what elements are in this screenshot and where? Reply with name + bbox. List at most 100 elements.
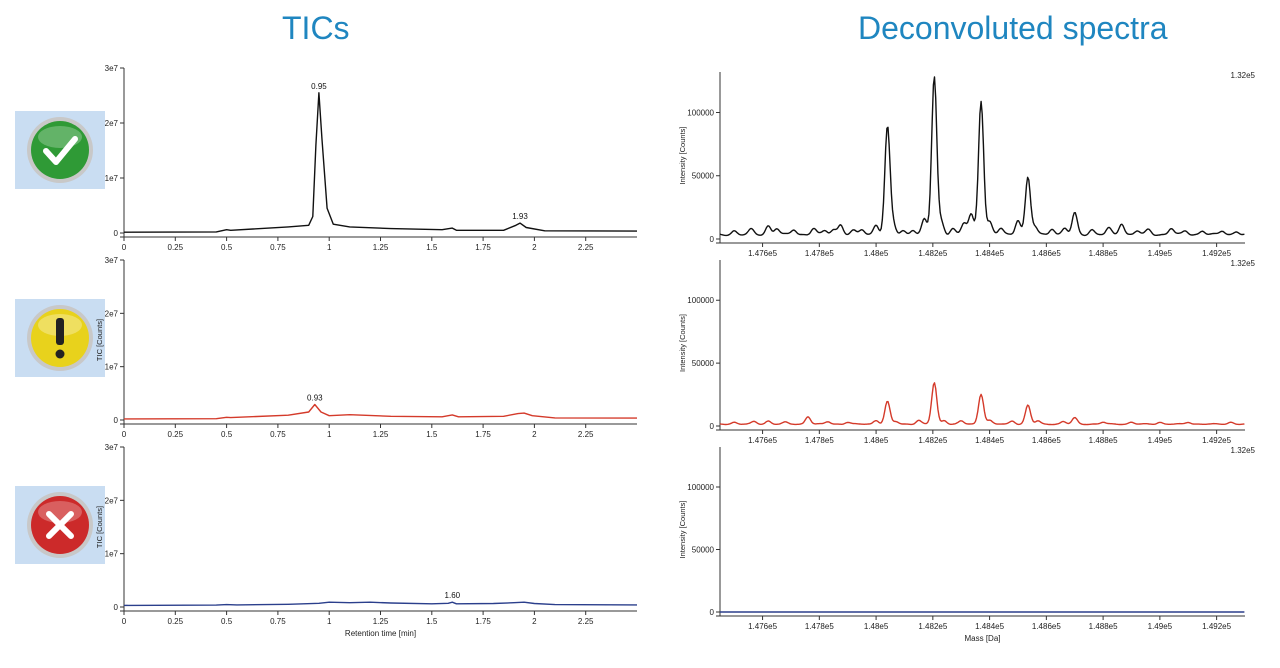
chart-5-x-tick-label: 1.486e5 [1032,622,1061,631]
chart-1-x-tick-label: 1.25 [373,430,389,439]
chart-4-y-axis-label: Intensity [Counts] [678,314,687,372]
chart-3-x-tick-label: 1.484e5 [975,249,1004,258]
chart-1-y-tick-label: 2e7 [105,309,119,318]
pass-status-badge [15,111,105,189]
chart-4-x-tick-label: 1.492e5 [1202,436,1231,445]
chart-5-y-tick-label: 100000 [687,483,714,492]
chart-0-x-tick-label: 2.25 [578,243,594,252]
chart-2-x-tick-label: 0.5 [221,617,233,626]
chart-4-max-intensity-label: 1.32e5 [1231,259,1256,268]
chart-0-peak-label: 1.93 [512,212,528,221]
tics-title: TICs [282,10,350,46]
chart-0-x-tick-label: 0.5 [221,243,233,252]
chart-2-x-tick-label: 0.75 [270,617,286,626]
chart-3-y-tick-label: 50000 [692,172,715,181]
chart-3-max-intensity-label: 1.32e5 [1231,71,1256,80]
chart-0-x-tick-label: 1 [327,243,332,252]
chart-4-x-tick-label: 1.48e5 [864,436,889,445]
chart-0-series-line [123,92,638,233]
chart-0-x-tick-label: 0 [122,243,127,252]
chart-4-x-tick-label: 1.476e5 [748,436,777,445]
chart-4-x-tick-label: 1.488e5 [1089,436,1118,445]
chart-1-x-tick-label: 1.5 [426,430,438,439]
chart-1-x-tick-label: 1 [327,430,332,439]
chart-4-series-line [719,382,1245,426]
chart-1-series-line [123,403,638,420]
chart-5-y-tick-label: 50000 [692,546,715,555]
chart-2-y-tick-label: 3e7 [105,443,119,452]
chart-5-y-axis-label: Intensity [Counts] [678,501,687,559]
chart-3-x-tick-label: 1.488e5 [1089,249,1118,258]
chart-3-x-tick-label: 1.48e5 [864,249,889,258]
chart-1-x-tick-label: 1.75 [475,430,491,439]
chart-3-series-line [719,76,1245,237]
chart-4-x-tick-label: 1.484e5 [975,436,1004,445]
warning-icon [27,305,93,371]
chart-3-x-tick-label: 1.492e5 [1202,249,1231,258]
chart-2-x-tick-label: 0.25 [168,617,184,626]
chart-5-x-tick-label: 1.48e5 [864,622,889,631]
chart-2-y-tick-label: 1e7 [105,550,119,559]
chart-4-x-tick-label: 1.486e5 [1032,436,1061,445]
chart-3-x-tick-label: 1.476e5 [748,249,777,258]
chart-1-x-tick-label: 0.25 [168,430,184,439]
chart-3-x-tick-label: 1.486e5 [1032,249,1061,258]
chart-0-x-tick-label: 1.5 [426,243,438,252]
chart-2-x-tick-label: 1.5 [426,617,438,626]
spectra-title: Deconvoluted spectra [858,10,1168,46]
fail-status-badge [15,486,105,564]
chart-1-y-tick-label: 0 [114,416,119,425]
chart-1-x-tick-label: 0 [122,430,127,439]
chart-1-y-tick-label: 3e7 [105,256,119,265]
chart-1-y-axis-label: TIC [Counts] [95,319,104,361]
chart-0-x-tick-label: 1.25 [373,243,389,252]
error-icon [27,492,93,558]
check-icon [27,117,93,183]
chart-5-x-tick-label: 1.478e5 [805,622,834,631]
chart-0-x-tick-label: 1.75 [475,243,491,252]
chart-5-max-intensity-label: 1.32e5 [1231,446,1256,455]
chart-3-y-tick-label: 100000 [687,108,714,117]
chart-2-x-tick-label: 0 [122,617,127,626]
chart-2-y-tick-label: 2e7 [105,496,119,505]
chart-5-x-tick-label: 1.492e5 [1202,622,1231,631]
chart-0-y-tick-label: 3e7 [105,64,119,73]
chart-0-x-tick-label: 0.25 [168,243,184,252]
chart-4-y-tick-label: 100000 [687,296,714,305]
chart-0-x-tick-label: 2 [532,243,537,252]
chart-1-x-tick-label: 2.25 [578,430,594,439]
chart-2-series-line [123,601,638,607]
chart-4-y-tick-label: 0 [710,422,715,431]
chart-0-y-tick-label: 1e7 [105,174,119,183]
chart-4-x-tick-label: 1.478e5 [805,436,834,445]
chart-2-x-tick-label: 2 [532,617,537,626]
chart-5-x-tick-label: 1.482e5 [918,622,947,631]
chart-3-x-tick-label: 1.49e5 [1148,249,1173,258]
chart-4-y-tick-label: 50000 [692,359,715,368]
chart-1-y-tick-label: 1e7 [105,363,119,372]
chart-0-y-tick-label: 2e7 [105,119,119,128]
chart-2-x-tick-label: 2.25 [578,617,594,626]
chart-2-peak-label: 1.60 [445,591,461,600]
chart-2-x-tick-label: 1.75 [475,617,491,626]
chart-2-y-tick-label: 0 [114,603,119,612]
chart-3-y-axis-label: Intensity [Counts] [678,127,687,185]
chart-5-x-axis-label: Mass [Da] [964,634,1000,643]
chart-5-x-tick-label: 1.49e5 [1148,622,1173,631]
chart-4-x-tick-label: 1.482e5 [918,436,947,445]
chart-5-x-tick-label: 1.476e5 [748,622,777,631]
chart-0-y-tick-label: 0 [114,229,119,238]
chart-2-x-axis-label: Retention time [min] [345,629,416,638]
chart-3-x-tick-label: 1.478e5 [805,249,834,258]
chart-2-x-tick-label: 1.25 [373,617,389,626]
chart-0-x-tick-label: 0.75 [270,243,286,252]
warning-status-badge [15,299,105,377]
chart-1-peak-label: 0.93 [307,394,323,403]
chart-3-x-tick-label: 1.482e5 [918,249,947,258]
chart-4-x-tick-label: 1.49e5 [1148,436,1173,445]
chart-1-x-tick-label: 0.5 [221,430,233,439]
chart-5-y-tick-label: 0 [710,608,715,617]
chart-2-y-axis-label: TIC [Counts] [95,506,104,548]
chart-0-peak-label: 0.95 [311,82,327,91]
